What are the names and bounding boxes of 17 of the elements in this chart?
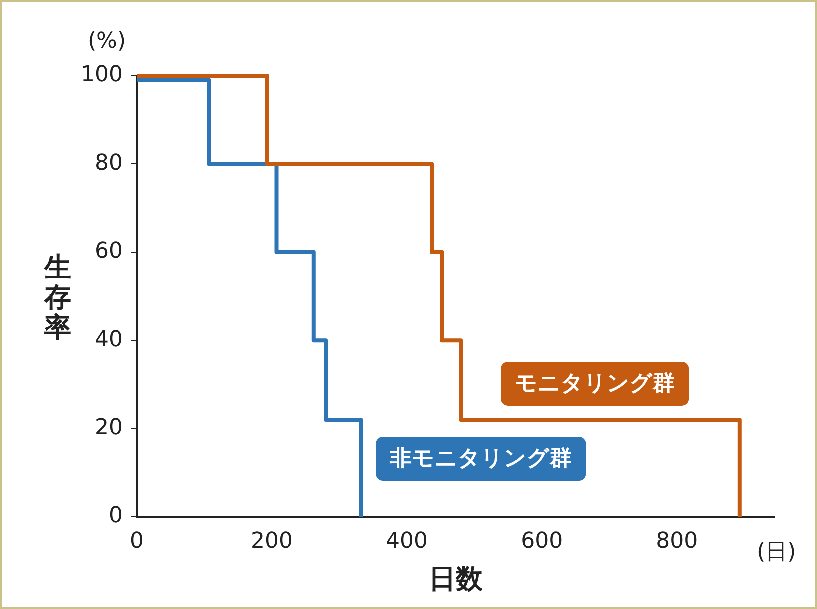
y-tick-label: 100 [81,62,123,88]
y-tick-label: 20 [95,416,123,441]
y-axis-title: 生存率 [44,252,72,344]
text: (%) [88,29,126,54]
x-tick-label: 200 [251,528,294,554]
y-tick-label: 40 [95,327,123,352]
x-tick-label: 400 [386,528,428,554]
y-tick-label: 60 [95,239,123,264]
x-tick-label: 600 [521,528,564,554]
y-tick-label: 0 [109,504,123,529]
y-tick-label: 80 [95,150,123,176]
x-tick-label: 0 [130,528,144,554]
x-tick-label: 800 [656,528,698,554]
text: (日) [757,540,796,565]
series-label: 非モニタリング群 [389,446,572,472]
x-axis-title: 日数 [429,564,484,595]
series-label: モニタリング群 [515,372,676,397]
